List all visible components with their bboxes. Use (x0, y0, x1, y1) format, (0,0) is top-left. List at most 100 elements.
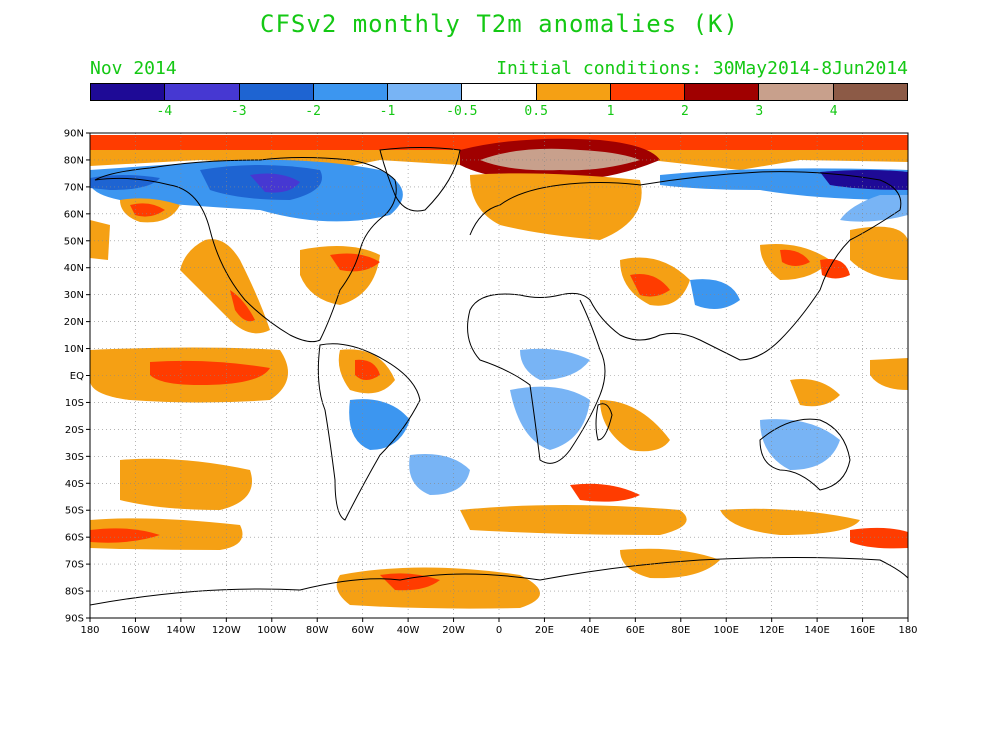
antarctica-warm (336, 567, 540, 609)
legend-label: 2 (680, 104, 689, 119)
lat-tick-label: 80S (65, 587, 84, 598)
southern-ocean-warm-1 (90, 518, 243, 550)
lon-tick-label: 40E (580, 625, 599, 636)
indian-ocean-warm-spot (570, 483, 640, 502)
legend-swatch-2 (239, 84, 314, 100)
west-africa-cool (520, 348, 590, 380)
antarctica-warmer (380, 573, 440, 591)
lat-tick-label: 90S (65, 614, 84, 625)
lat-tick-label: 70S (65, 560, 84, 571)
south-of-australia-warm (720, 508, 860, 535)
lon-tick-label: 40W (397, 625, 420, 636)
south-atlantic-cool (409, 454, 470, 495)
barents-peak (480, 148, 640, 171)
legend-swatch-7 (610, 84, 686, 100)
lon-tick-label: 180 (898, 625, 917, 636)
legend-label: -2 (305, 104, 321, 119)
madagascar-warm (600, 400, 670, 452)
northwest-pacific-warm (850, 226, 908, 280)
lon-tick-label: 100E (714, 625, 739, 636)
pacific-northwest-cool (840, 195, 908, 222)
legend-swatch-10 (833, 84, 907, 100)
legend-label: -4 (156, 104, 173, 119)
baja-warm (230, 290, 255, 322)
lat-tick-label: 10S (65, 398, 84, 409)
legend-swatch-1 (165, 84, 240, 100)
australia-cool (760, 419, 840, 470)
lon-tick-label: 100W (257, 625, 286, 636)
lat-tick-label: EQ (70, 371, 84, 382)
lon-tick-label: 160E (850, 625, 875, 636)
lat-tick-label: 90N (64, 129, 84, 140)
southern-ocean-warm-1b (90, 528, 160, 543)
atlantic-nw-warmer (330, 253, 380, 272)
lon-tick-label: 80E (671, 625, 690, 636)
lat-tick-label: 60S (65, 533, 84, 544)
east-asia-warmer (780, 249, 810, 266)
canada-coldest (250, 173, 300, 193)
lon-tick-label: 140W (166, 625, 195, 636)
lon-tick-label: 180 (80, 625, 99, 636)
antarctica-coast (90, 557, 908, 606)
enso-warm (150, 360, 270, 385)
south-pacific-warm (120, 458, 252, 510)
lon-tick-label: 80W (306, 625, 329, 636)
legend-label: 3 (755, 104, 764, 119)
lon-tick-label: 120E (759, 625, 784, 636)
lat-tick-label: 80N (64, 155, 84, 166)
legend-swatch-3 (313, 84, 389, 100)
lon-tick-label: 20E (535, 625, 554, 636)
lon-tick-label: 0 (496, 625, 502, 636)
south-america-cool (349, 399, 410, 450)
antarctic-coast-warm (620, 548, 720, 579)
lat-tick-label: 30S (65, 452, 84, 463)
lat-tick-label: 50N (64, 236, 84, 247)
gridlines (90, 133, 908, 618)
lon-tick-label: 60E (626, 625, 645, 636)
australia-coast (759, 418, 851, 491)
legend-swatch-0 (91, 84, 166, 100)
legend-swatch-6 (536, 84, 611, 100)
greenland-coast (379, 147, 461, 212)
valid-month-label: Nov 2014 (90, 58, 177, 79)
north-america-coast (94, 157, 397, 343)
initial-conditions-label: Initial conditions: 30May2014-8Jun2014 (496, 58, 908, 79)
legend-label: 0.5 (524, 104, 548, 119)
map-title: CFSv2 monthly T2m anomalies (K) (260, 10, 739, 38)
color-legend (90, 83, 908, 101)
south-america-coast (317, 343, 421, 521)
southern-indian-warm (460, 505, 687, 535)
southern-ocean-warm-2 (850, 527, 908, 549)
legend-label: -3 (230, 104, 247, 119)
longitude-axis: 180 160W 140W 120W 100W 80W 60W 40W 20W 0 20E 40E 60… (80, 618, 918, 636)
legend-swatch-5 (462, 84, 537, 100)
lat-tick-label: 10N (64, 344, 84, 355)
lat-tick-label: 40N (64, 263, 84, 274)
legend-label: -1 (379, 104, 396, 119)
lon-tick-label: 120W (212, 625, 241, 636)
lon-tick-label: 20W (442, 625, 465, 636)
lon-tick-label: 140E (804, 625, 829, 636)
tibet-cool (690, 279, 740, 309)
legend-swatch-4 (388, 84, 463, 100)
legend-swatch-8 (685, 84, 760, 100)
lat-tick-label: 20S (65, 425, 84, 436)
legend-label: 1 (606, 104, 615, 119)
madagascar-coast (595, 403, 613, 441)
japan-warm (820, 259, 850, 279)
amazon-warmer (355, 359, 380, 380)
eurasia-africa-coast (467, 171, 902, 464)
lat-tick-label: 20N (64, 317, 84, 328)
lon-tick-label: 60W (351, 625, 374, 636)
dateline-warm (90, 220, 110, 260)
legend-label: 4 (829, 104, 838, 119)
coastlines (90, 147, 908, 606)
europe-warm (470, 173, 642, 240)
lat-tick-label: 70N (64, 182, 84, 193)
gulf-alaska-warmer (130, 203, 165, 217)
lat-tick-label: 40S (65, 479, 84, 490)
color-legend-labels: -4 -3 -2 -1 -0.5 0.5 1 2 3 4 (90, 104, 908, 122)
latitude-axis: 90N 80N 70N 60N 50N 40N 30N 20N 10N EQ 10S 20S 30S 40… (64, 129, 90, 625)
lat-tick-label: 30N (64, 290, 84, 301)
